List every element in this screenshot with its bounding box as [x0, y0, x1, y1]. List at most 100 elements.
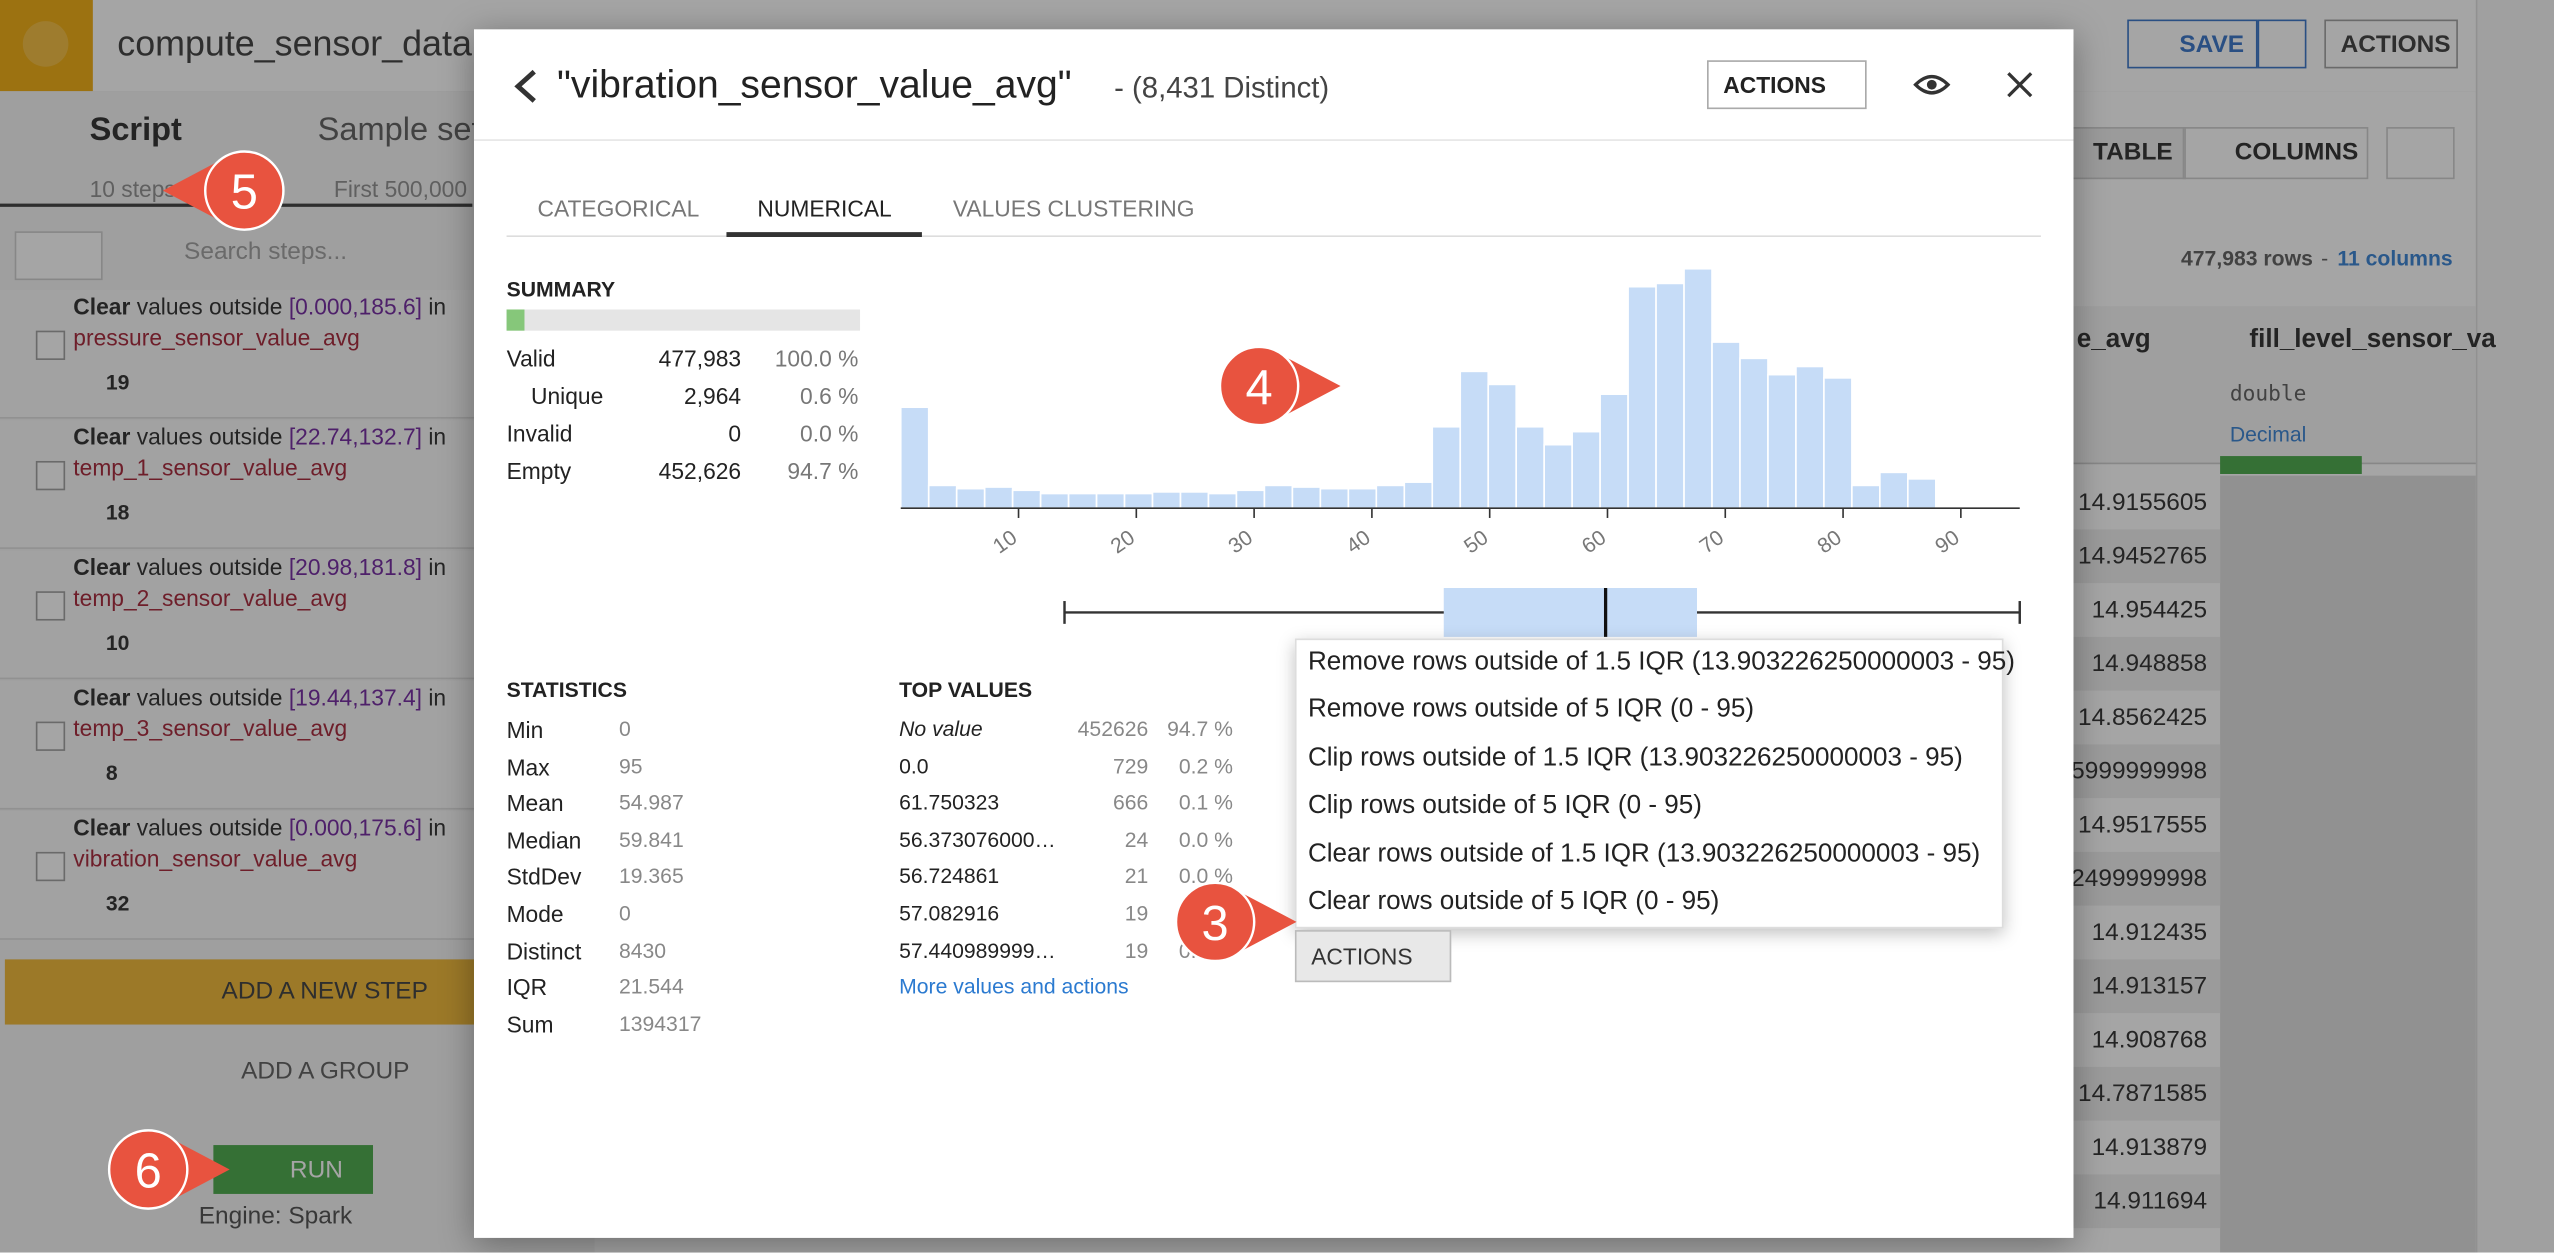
- stat-label: IQR: [506, 974, 548, 1001]
- top-pct: 0.0 %: [1178, 827, 1234, 852]
- menu-item[interactable]: Remove rows outside of 5 IQR (0 - 95): [1307, 696, 1755, 724]
- step-in: in: [428, 553, 447, 580]
- top-pct: 0.1 %: [1178, 790, 1234, 815]
- step-column: temp_2_sensor_value_avg: [73, 584, 348, 611]
- histogram-bar: [983, 486, 1014, 510]
- summary-label: Valid: [506, 345, 556, 372]
- step-checkbox[interactable]: [35, 591, 66, 621]
- stat-value: 0: [618, 900, 631, 926]
- columns-view-label: COLUMNS: [2234, 138, 2359, 167]
- step-checkbox[interactable]: [35, 330, 66, 360]
- top-value: 56.373076000…: [899, 827, 1056, 852]
- rows-sep: -: [2321, 245, 2329, 271]
- step-in: in: [428, 423, 447, 450]
- histogram-bar: [1655, 282, 1685, 510]
- run-button[interactable]: [213, 1145, 374, 1194]
- menu-item[interactable]: Clear rows outside of 1.5 IQR (13.903226…: [1307, 839, 1981, 868]
- step-checkbox[interactable]: [35, 460, 66, 491]
- top-count: 24: [1124, 827, 1149, 852]
- x-tick-label: 40: [1342, 526, 1374, 558]
- histogram-bar: [1431, 425, 1462, 510]
- right-sidebar: [2475, 0, 2554, 1253]
- menu-actions-label: ACTIONS: [1311, 943, 1413, 970]
- app-icon[interactable]: [0, 0, 93, 92]
- actions-menu: [1294, 638, 2004, 929]
- step-text: values outside: [136, 423, 283, 450]
- add-group-label[interactable]: ADD A GROUP: [241, 1057, 410, 1085]
- stat-label: Sum: [506, 1011, 554, 1038]
- top-count: 19: [1124, 937, 1149, 962]
- run-label: RUN: [289, 1156, 343, 1185]
- top-pct: 94.7 %: [1167, 716, 1234, 742]
- top-pct: 0.2 %: [1178, 753, 1234, 778]
- cell-value: 14.8562425: [2077, 703, 2208, 732]
- steps-count: 10 steps: [89, 175, 176, 202]
- col-header: [2019, 306, 2476, 465]
- chart-button[interactable]: [2386, 127, 2455, 180]
- select-all[interactable]: [14, 231, 103, 281]
- top-actions-button[interactable]: [2324, 19, 2458, 69]
- save-button[interactable]: [2127, 19, 2258, 69]
- cell-value: 72499999998: [2057, 864, 2208, 893]
- menu-actions-button[interactable]: [1294, 930, 1452, 983]
- histogram-bar: [1683, 267, 1713, 510]
- cols-info[interactable]: 11 columns: [2337, 245, 2453, 271]
- menu-item[interactable]: Remove rows outside of 1.5 IQR (13.90322…: [1307, 648, 2015, 676]
- step-count: 32: [105, 890, 130, 916]
- cell-value: 14.908768: [2091, 1026, 2208, 1054]
- modal-actions-button[interactable]: [1707, 60, 1867, 110]
- modal-tab[interactable]: NUMERICAL: [757, 195, 892, 222]
- x-tick-label: 90: [1931, 526, 1963, 558]
- modal-distinct: - (8,431 Distinct): [1114, 71, 1330, 105]
- col-name: fill_level_sensor_va: [2249, 325, 2496, 354]
- summary-label: Invalid: [506, 420, 573, 447]
- histogram-bar: [1851, 484, 1881, 510]
- summary-label: Unique: [530, 382, 604, 409]
- histogram-bar: [1515, 425, 1545, 510]
- top-value: 56.724861: [899, 863, 1000, 889]
- sample-info: First 500,000: [333, 175, 468, 202]
- modal-tab[interactable]: VALUES CLUSTERING: [952, 195, 1195, 222]
- histogram-bar: [927, 484, 958, 510]
- step-in: in: [428, 293, 447, 320]
- step-line: Clear values outside [22.74,132.7] in: [73, 425, 446, 448]
- histogram-bar: [899, 406, 930, 510]
- menu-item[interactable]: Clip rows outside of 5 IQR (0 - 95): [1307, 791, 1702, 820]
- tab-script[interactable]: Script: [89, 112, 182, 149]
- menu-item[interactable]: Clear rows outside of 5 IQR (0 - 95): [1307, 887, 1720, 916]
- step-verb: Clear: [73, 814, 131, 841]
- step-range: [20.98,181.8]: [288, 553, 422, 580]
- histogram-bar: [1375, 484, 1406, 510]
- summary-value: 0: [728, 420, 742, 447]
- step-line: Clear values outside [0.000,175.6] in: [73, 816, 446, 839]
- cell-value: 14.9517555: [2077, 811, 2208, 839]
- step-text: values outside: [136, 684, 283, 711]
- modal-tab[interactable]: CATEGORICAL: [537, 195, 700, 222]
- menu-item[interactable]: Clip rows outside of 1.5 IQR (13.9032262…: [1307, 744, 1963, 772]
- top-actions-label: ACTIONS: [2340, 30, 2451, 59]
- x-tick-label: 10: [989, 526, 1021, 558]
- modal: [473, 29, 2074, 1238]
- summary-value: 2,964: [684, 382, 742, 409]
- more-values-link[interactable]: More values and actions: [899, 974, 1129, 999]
- step-count: 18: [105, 500, 130, 525]
- step-column: pressure_sensor_value_avg: [73, 324, 360, 351]
- step-verb: Clear: [73, 423, 131, 450]
- tab-sample[interactable]: Sample set: [317, 112, 481, 149]
- step-checkbox[interactable]: [35, 851, 66, 882]
- columns-view-button[interactable]: [2182, 127, 2369, 180]
- step-count: 8: [105, 760, 118, 786]
- histogram-bar: [1823, 377, 1853, 510]
- step-checkbox[interactable]: [35, 721, 66, 751]
- stat-value: 95: [618, 753, 643, 778]
- save-dropdown[interactable]: [2257, 19, 2307, 69]
- summary-pct: 0.6 %: [800, 382, 859, 409]
- search-steps[interactable]: Search steps...: [184, 237, 348, 266]
- step-line: Clear values outside [0.000,185.6] in: [73, 295, 446, 318]
- histogram-bar: [955, 487, 986, 510]
- summary-pct: 100.0 %: [774, 345, 859, 372]
- histogram-bar: [1739, 357, 1769, 510]
- histogram-bar: [1711, 341, 1741, 510]
- add-step-label: ADD A NEW STEP: [221, 977, 428, 1005]
- histogram-bar: [1767, 373, 1797, 510]
